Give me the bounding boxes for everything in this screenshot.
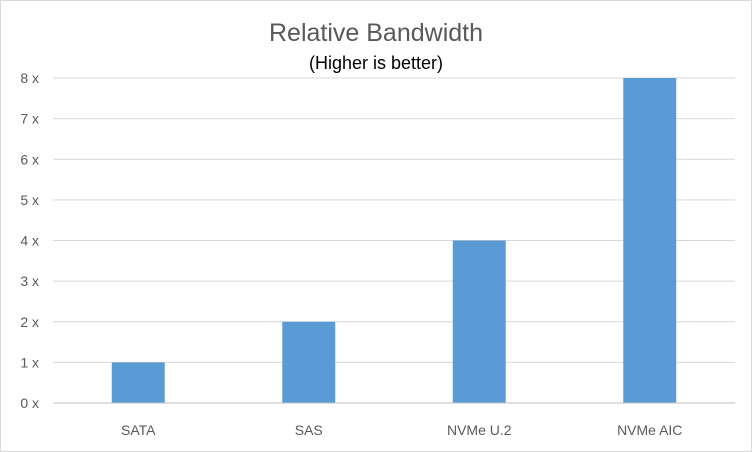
- chart-title: Relative Bandwidth: [268, 19, 483, 47]
- y-tick-label: 2 x: [20, 314, 39, 330]
- x-tick-label: NVMe AIC: [617, 422, 682, 438]
- y-tick-label: 3 x: [20, 273, 39, 289]
- y-tick-label: 7 x: [20, 111, 39, 127]
- y-tick-label: 8 x: [20, 70, 39, 86]
- x-tick-label: SAS: [295, 422, 323, 438]
- x-tick-label: NVMe U.2: [447, 422, 512, 438]
- y-tick-label: 0 x: [20, 395, 39, 411]
- y-tick-label: 6 x: [20, 151, 39, 167]
- y-tick-label: 1 x: [20, 354, 39, 370]
- bar-sata: [111, 362, 165, 403]
- y-tick-label: 4 x: [20, 233, 39, 249]
- bar-nvme-aic: [623, 78, 677, 403]
- bar-sas: [282, 321, 336, 403]
- chart-subtitle: (Higher is better): [308, 53, 444, 73]
- bar-nvme-u-2: [452, 240, 506, 403]
- x-tick-label: SATA: [121, 422, 156, 438]
- y-tick-label: 5 x: [20, 192, 39, 208]
